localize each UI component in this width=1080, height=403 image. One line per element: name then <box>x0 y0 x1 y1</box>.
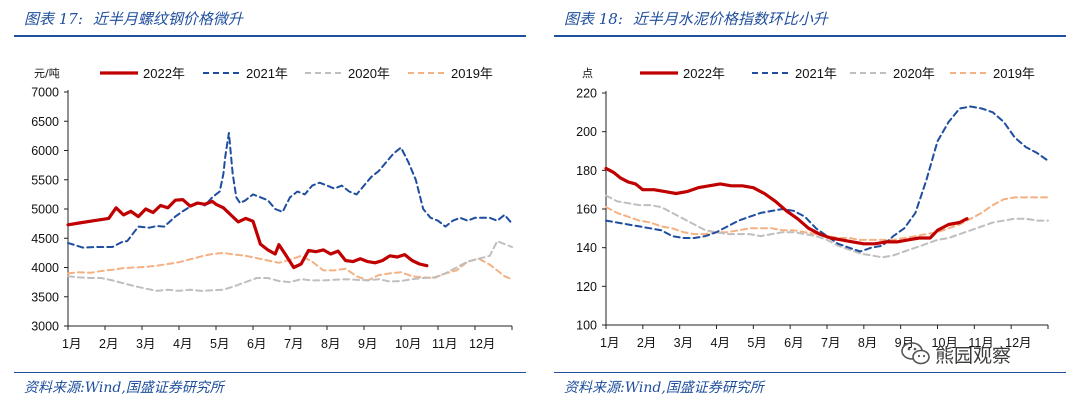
y-tick-label: 120 <box>576 280 597 294</box>
x-tick-label: 1月 <box>600 336 619 350</box>
x-tick-label: 7月 <box>284 337 303 351</box>
x-tick-label: 12月 <box>1005 336 1031 350</box>
x-tick-label: 9月 <box>358 337 377 351</box>
y-tick-label: 5000 <box>31 203 59 217</box>
wechat-icon <box>901 342 930 365</box>
chart-panel-cement: 图表 18: 近半月水泥价格指数环比小升 点 100 120 140 160 180 200 2… <box>540 0 1080 403</box>
watermark-text: 熊园观察 <box>935 345 1012 367</box>
series-line-2022年 <box>604 166 969 246</box>
legend-label: 2020年 <box>348 66 390 81</box>
y-unit-label: 点 <box>582 67 593 80</box>
chart-title-label: 图表 18: <box>564 10 623 28</box>
x-tick-label: 10月 <box>932 336 958 350</box>
y-tick-label: 6000 <box>31 144 59 158</box>
x-tick-label: 4月 <box>173 337 192 351</box>
x-tick-label: 2月 <box>637 336 656 350</box>
x-tick-label: 5月 <box>747 336 766 350</box>
y-tick-label: 140 <box>576 241 597 255</box>
legend-label: 2021年 <box>246 66 288 81</box>
rebar-price-chart: 元/吨 3000 3500 4000 4500 5000 5500 6000 6500 7000 1… <box>31 66 513 351</box>
y-unit-label: 元/吨 <box>34 67 60 80</box>
y-tick-label: 100 <box>576 319 597 333</box>
x-tick-label: 3月 <box>136 337 155 351</box>
x-tick-label: 10月 <box>395 337 421 351</box>
cement-index-chart: 点 100 120 140 160 180 200 220 1月 2月 3月 4月 5月 6月 7月 8月 9月… <box>576 66 1049 350</box>
series-line-2022年 <box>66 198 429 270</box>
x-tick-label: 11月 <box>968 336 993 350</box>
x-tick-label: 11月 <box>432 337 457 351</box>
x-tick-label: 1月 <box>62 337 81 351</box>
title-divider <box>554 35 1066 37</box>
legend-label: 2021年 <box>795 66 837 81</box>
y-tick-label: 180 <box>576 164 597 178</box>
y-tick-label: 6500 <box>31 115 59 129</box>
chart-source: 资料来源:Wind,国盛证券研究所 <box>24 380 224 396</box>
y-tick-label: 160 <box>576 203 597 217</box>
chart-source: 资料来源:Wind,国盛证券研究所 <box>564 380 764 396</box>
x-tick-label: 8月 <box>858 336 877 350</box>
series-line-2021年 <box>605 105 1049 253</box>
chart-title-label: 图表 17: <box>24 10 83 28</box>
x-tick-label: 8月 <box>321 337 340 351</box>
series-line-2019年 <box>605 196 1049 241</box>
legend-label: 2022年 <box>143 66 185 81</box>
chart-title-text: 近半月螺纹钢价格微升 <box>92 10 243 28</box>
y-tick-label: 3000 <box>31 320 59 334</box>
legend-label: 2019年 <box>451 66 493 81</box>
x-tick-label: 12月 <box>469 337 495 351</box>
x-tick-label: 2月 <box>99 337 118 351</box>
series-line-2020年 <box>67 240 513 292</box>
x-tick-label: 5月 <box>210 337 229 351</box>
y-tick-label: 4500 <box>31 232 59 246</box>
chart-panel-rebar: 图表 17: 近半月螺纹钢价格微升 元/吨 3000 3500 4000 4500 5000… <box>14 8 526 396</box>
legend-label: 2020年 <box>893 66 935 81</box>
x-tick-label: 6月 <box>784 336 803 350</box>
x-tick-label: 4月 <box>711 336 730 350</box>
chart-title-text: 近半月水泥价格指数环比小升 <box>632 10 828 28</box>
title-divider <box>14 35 526 37</box>
series-line-2020年 <box>605 194 1049 259</box>
x-tick-label: 7月 <box>821 336 840 350</box>
legend-label: 2019年 <box>993 66 1035 81</box>
series-line-2021年 <box>67 132 513 249</box>
y-tick-label: 220 <box>576 87 597 101</box>
series-line-2019年 <box>67 251 513 282</box>
legend-label: 2022年 <box>683 66 725 81</box>
source-divider <box>554 372 1066 373</box>
y-tick-label: 5500 <box>31 173 59 187</box>
y-tick-label: 3500 <box>31 290 59 304</box>
chart-title: 图表 17: 近半月螺纹钢价格微升 <box>24 8 243 29</box>
x-tick-label: 9月 <box>895 336 914 350</box>
y-tick-label: 200 <box>576 125 597 139</box>
chart-title: 图表 18: 近半月水泥价格指数环比小升 <box>564 8 828 29</box>
source-divider <box>14 372 526 373</box>
y-tick-label: 4000 <box>31 261 59 275</box>
watermark: 熊园观察 <box>895 339 1055 369</box>
x-tick-label: 3月 <box>674 336 693 350</box>
x-tick-label: 6月 <box>247 337 266 351</box>
y-tick-label: 7000 <box>31 86 59 100</box>
